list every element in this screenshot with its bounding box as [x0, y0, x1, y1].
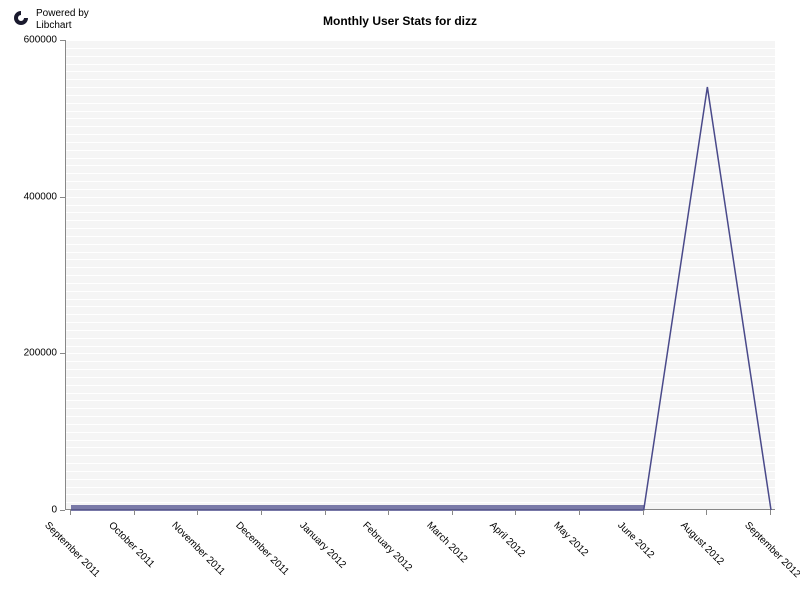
- x-tick-label: August 2012: [679, 520, 726, 567]
- branding-text: Powered by Libchart: [36, 8, 89, 32]
- x-tick-label: February 2012: [360, 520, 414, 574]
- libchart-logo-icon: [12, 9, 30, 32]
- x-tick-label: May 2012: [551, 520, 590, 559]
- y-tick-label: 200000: [24, 348, 57, 359]
- plot-region: [65, 40, 775, 510]
- x-tick-label: June 2012: [615, 520, 656, 561]
- x-tick-label: November 2011: [169, 520, 227, 578]
- x-tick-label: September 2012: [742, 520, 800, 580]
- y-tick-mark: [60, 40, 65, 41]
- branding-line1: Powered by: [36, 8, 89, 20]
- x-tick-mark: [452, 510, 453, 515]
- y-tick-mark: [60, 197, 65, 198]
- chart-title: Monthly User Stats for dizz: [323, 14, 477, 28]
- branding-line2: Libchart: [36, 20, 89, 32]
- chart-area: 0200000400000600000 September 2011Octobe…: [65, 40, 775, 510]
- y-tick-mark: [60, 510, 65, 511]
- x-tick-mark: [579, 510, 580, 515]
- x-tick-label: September 2011: [42, 520, 102, 580]
- x-tick-mark: [197, 510, 198, 515]
- x-tick-label: January 2012: [297, 520, 348, 571]
- data-line: [66, 40, 776, 510]
- branding: Powered by Libchart: [12, 8, 89, 32]
- x-tick-mark: [388, 510, 389, 515]
- y-tick-label: 0: [51, 505, 57, 516]
- x-tick-mark: [325, 510, 326, 515]
- x-tick-label: December 2011: [233, 520, 291, 578]
- x-tick-mark: [706, 510, 707, 515]
- x-tick-mark: [515, 510, 516, 515]
- x-tick-mark: [643, 510, 644, 515]
- x-tick-mark: [770, 510, 771, 515]
- x-tick-label: March 2012: [424, 520, 469, 565]
- y-tick-label: 600000: [24, 35, 57, 46]
- y-tick-mark: [60, 353, 65, 354]
- x-tick-mark: [134, 510, 135, 515]
- x-tick-label: April 2012: [488, 520, 528, 560]
- x-tick-label: October 2011: [106, 520, 156, 570]
- x-tick-mark: [70, 510, 71, 515]
- y-tick-label: 400000: [24, 191, 57, 202]
- x-tick-mark: [261, 510, 262, 515]
